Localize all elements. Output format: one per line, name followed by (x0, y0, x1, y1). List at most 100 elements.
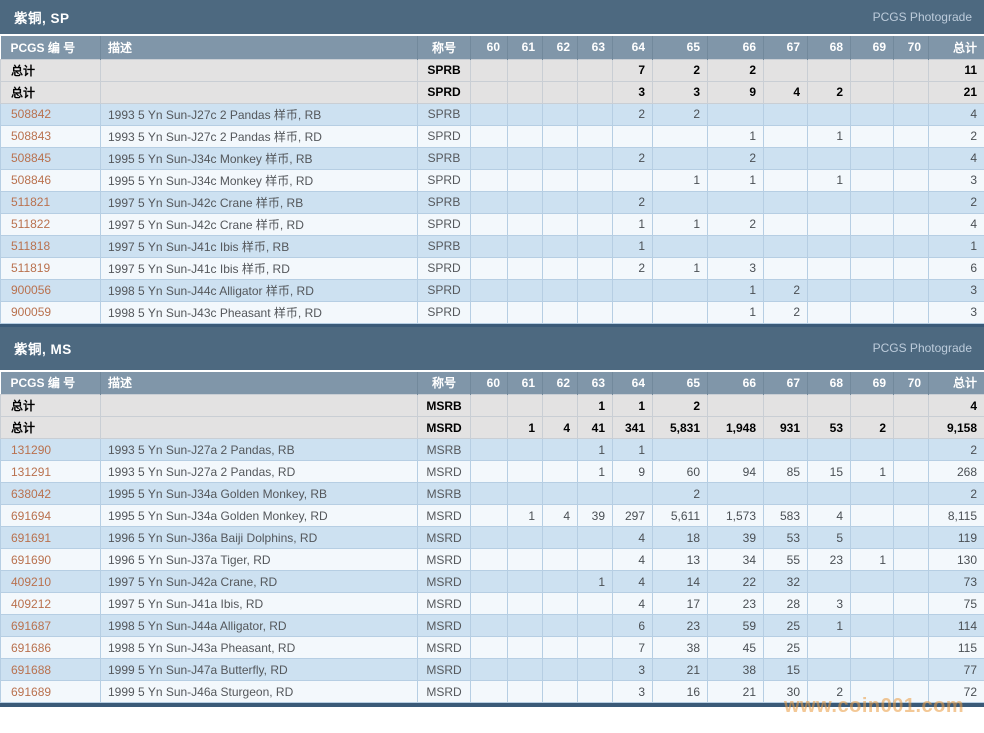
photograde-link[interactable]: PCGS Photograde (872, 10, 972, 24)
grade-cell-68: 1 (807, 614, 851, 637)
row-total-cell: 130 (928, 548, 984, 571)
grade-cell-69 (850, 124, 894, 148)
grade-cell-66 (707, 438, 764, 461)
table-row: 638042 1995 5 Yn Sun-J34a Golden Monkey, … (0, 482, 984, 505)
total-grade-cell-70 (893, 394, 929, 417)
coin-description: 1996 5 Yn Sun-J36a Baiji Dolphins, RD (100, 526, 418, 549)
grade-cell-63 (577, 278, 613, 302)
grade-cell-70 (893, 168, 929, 192)
grade-cell-63 (577, 482, 613, 505)
grade-cell-61 (507, 300, 543, 324)
grade-cell-68: 2 (807, 680, 851, 703)
designation-cell: SPRD (417, 278, 471, 302)
pcgs-number-link[interactable]: 508842 (11, 107, 52, 121)
grade-cell-62 (542, 256, 578, 280)
row-total-cell: 119 (928, 526, 984, 549)
total-grade-cell-62: 4 (542, 416, 578, 439)
pcgs-number-cell: 691690 (0, 548, 101, 571)
total-row-designation: MSRB (417, 394, 471, 417)
coin-description: 1997 5 Yn Sun-J41c Ibis 样币, RB (100, 234, 418, 258)
grade-cell-60 (470, 234, 508, 258)
grade-cell-63 (577, 680, 613, 703)
pcgs-number-link[interactable]: 131290 (11, 442, 52, 457)
column-header-grade-61: 61 (507, 36, 543, 59)
pcgs-number-link[interactable]: 511818 (11, 239, 51, 253)
pcgs-number-link[interactable]: 691691 (11, 530, 52, 545)
total-row-description-empty (100, 416, 418, 439)
coin-description: 1998 5 Yn Sun-J43c Pheasant 样币, RD (100, 300, 418, 324)
grade-cell-70 (893, 504, 929, 527)
row-total-cell: 2 (928, 124, 984, 148)
grade-cell-64 (612, 168, 653, 192)
grade-cell-63 (577, 102, 613, 126)
pcgs-number-link[interactable]: 691687 (11, 618, 52, 633)
total-grade-cell-70 (893, 416, 929, 439)
grade-cell-61 (507, 438, 543, 461)
table-row: 409210 1997 5 Yn Sun-J42a Crane, RD MSRD 1 4… (0, 570, 984, 593)
pcgs-number-link[interactable]: 900056 (11, 283, 52, 297)
grade-cell-64: 2 (612, 146, 653, 170)
pcgs-number-cell: 508843 (0, 124, 101, 148)
pcgs-number-link[interactable]: 511819 (11, 261, 51, 275)
pcgs-number-link[interactable]: 691690 (11, 552, 52, 567)
row-total-cell: 77 (928, 658, 984, 681)
total-grade-cell-69 (850, 394, 894, 417)
row-total-cell: 72 (928, 680, 984, 703)
designation-cell: MSRB (417, 482, 471, 505)
grade-cell-62 (542, 278, 578, 302)
pcgs-number-link[interactable]: 511822 (11, 217, 51, 231)
grade-cell-69 (850, 278, 894, 302)
grade-cell-69 (850, 256, 894, 280)
pcgs-number-cell: 691688 (0, 658, 101, 681)
total-row-designation: SPRB (417, 58, 471, 82)
total-grade-cell-66: 2 (707, 58, 764, 82)
row-total-cell: 4 (928, 146, 984, 170)
designation-cell: MSRD (417, 460, 471, 483)
grade-cell-67 (763, 146, 808, 170)
pcgs-number-link[interactable]: 691694 (11, 508, 52, 523)
sections-container: 紫铜, SP PCGS Photograde PCGS 编 号描述 称号 60 61 62 6… (0, 0, 984, 707)
pcgs-number-link[interactable]: 900059 (11, 305, 52, 319)
grade-cell-67 (763, 168, 808, 192)
pcgs-number-link[interactable]: 508843 (11, 129, 52, 143)
grade-cell-69 (850, 636, 894, 659)
coin-description: 1998 5 Yn Sun-J44c Alligator 样币, RD (100, 278, 418, 302)
pcgs-number-cell: 511819 (0, 256, 101, 280)
total-row-description-empty (100, 80, 418, 104)
grade-cell-62 (542, 460, 578, 483)
section-ms: 紫铜, MS PCGS Photograde PCGS 编 号描述 称号 60 61 62 6… (0, 326, 984, 707)
grade-cell-69 (850, 504, 894, 527)
total-row-msrd: 总计 MSRD 1 4 41 341 5,831 1,948 931 53 2 9,158 (0, 416, 984, 439)
grade-cell-66: 1 (707, 124, 764, 148)
pcgs-number-link[interactable]: 691688 (11, 662, 52, 677)
grade-cell-64: 3 (612, 658, 653, 681)
pcgs-number-link[interactable]: 508845 (11, 151, 52, 165)
total-grade-cell-68: 53 (807, 416, 851, 439)
pcgs-number-link[interactable]: 691689 (11, 684, 52, 699)
pcgs-number-link[interactable]: 409212 (11, 596, 52, 611)
designation-cell: SPRB (417, 102, 471, 126)
total-grade-cell-61: 1 (507, 416, 543, 439)
pcgs-number-link[interactable]: 691686 (11, 640, 52, 655)
pcgs-number-link[interactable]: 638042 (11, 486, 52, 501)
pcgs-number-link[interactable]: 511821 (11, 195, 51, 209)
grade-cell-68: 3 (807, 592, 851, 615)
designation-cell: SPRD (417, 300, 471, 324)
grade-cell-68 (807, 438, 851, 461)
pcgs-number-cell: 691686 (0, 636, 101, 659)
column-header-grade-64: 64 (612, 36, 653, 59)
table-row: 691686 1998 5 Yn Sun-J43a Pheasant, RD MSR… (0, 636, 984, 659)
pcgs-number-link[interactable]: 131291 (11, 464, 52, 479)
coin-description: 1998 5 Yn Sun-J44a Alligator, RD (100, 614, 418, 637)
pcgs-number-link[interactable]: 409210 (11, 574, 52, 589)
column-header-grade-69: 69 (850, 371, 894, 395)
row-total-cell: 73 (928, 570, 984, 593)
total-sum-cell: 21 (928, 80, 984, 104)
grade-cell-60 (470, 460, 508, 483)
grade-cell-67 (763, 124, 808, 148)
grade-cell-65: 16 (652, 680, 708, 703)
total-grade-cell-65: 5,831 (652, 416, 708, 439)
photograde-link[interactable]: PCGS Photograde (872, 341, 972, 355)
pcgs-number-link[interactable]: 508846 (11, 173, 52, 187)
grade-cell-66: 22 (707, 570, 764, 593)
